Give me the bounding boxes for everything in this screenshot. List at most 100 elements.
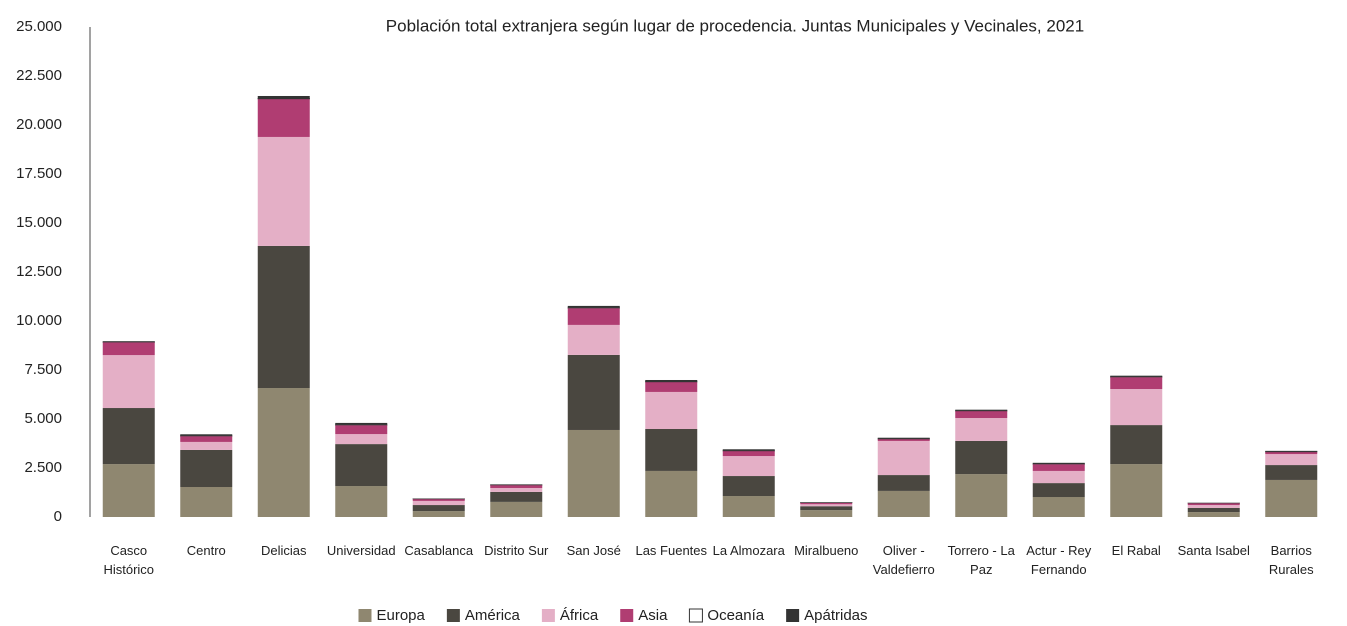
- x-tick-label: Casco Histórico: [103, 543, 155, 577]
- legend-swatch: [358, 609, 372, 622]
- y-tick-label: 5.000: [24, 410, 62, 427]
- bar-segment: [335, 434, 388, 445]
- bar-segment: [335, 444, 388, 487]
- bar-segment: [490, 491, 543, 502]
- bar-segment: [1032, 483, 1085, 498]
- bar-segment: [412, 498, 465, 501]
- bar-segment: [1265, 465, 1318, 480]
- x-tick-label: Miralbueno: [794, 543, 859, 558]
- bar-segment: [955, 474, 1008, 517]
- y-tick-label: 15.000: [16, 214, 62, 231]
- bar-segment: [257, 388, 310, 517]
- x-tick-label: Las Fuentes: [635, 543, 708, 558]
- bar-segment: [1110, 377, 1163, 390]
- legend-label: Apátridas: [804, 607, 867, 624]
- legend-item: Apátridas: [786, 607, 868, 624]
- x-tick-label: Centro: [186, 543, 226, 558]
- bar-segment: [180, 449, 233, 488]
- bar-segment: [567, 324, 620, 355]
- bar-segment: [180, 434, 233, 436]
- bar-segment: [645, 470, 698, 517]
- bar-segment: [1110, 389, 1163, 426]
- legend-swatch: [541, 609, 555, 622]
- bar-segment: [877, 437, 930, 439]
- bar-segment: [1265, 450, 1318, 452]
- bar-segment: [102, 342, 155, 356]
- y-tick-label: 22.500: [16, 67, 62, 84]
- bar-segment: [645, 379, 698, 382]
- bar-segment: [800, 506, 853, 511]
- legend-swatch: [446, 609, 460, 622]
- bar-segment: [1187, 512, 1240, 517]
- bar-segment: [1032, 464, 1085, 471]
- y-tick-label: 17.500: [16, 165, 62, 182]
- x-tick-label: La Almozara: [712, 543, 785, 558]
- bar-segment: [490, 487, 543, 492]
- legend-label: Asia: [638, 607, 668, 624]
- legend-item: Oceanía: [688, 607, 765, 624]
- bar-segment: [257, 136, 310, 246]
- bar-segment: [567, 354, 620, 430]
- x-tick-label: Oliver - Valdefierro: [872, 543, 935, 577]
- y-tick-label: 12.500: [16, 263, 62, 280]
- bar-segment: [102, 408, 155, 465]
- bar-segment: [412, 511, 465, 517]
- bar-segment: [877, 440, 930, 476]
- bar-segment: [955, 410, 1008, 419]
- bar-segment: [1265, 451, 1318, 455]
- bar-segment: [490, 484, 543, 485]
- bar-segment: [877, 490, 930, 517]
- bar-segment: [1110, 375, 1163, 377]
- bar-segment: [1032, 462, 1085, 464]
- bar-segment: [257, 98, 310, 137]
- bar-segment: [1110, 464, 1163, 517]
- legend-item: Asia: [620, 607, 668, 624]
- x-tick-label: Santa Isabel: [1177, 543, 1250, 558]
- x-tick-label: El Rabal: [1111, 543, 1161, 558]
- bar-segment: [722, 456, 775, 477]
- bar-segment: [800, 510, 853, 517]
- bar-segment: [102, 355, 155, 409]
- x-tick-label: Delicias: [260, 543, 307, 558]
- x-tick-label: San José: [566, 543, 621, 558]
- y-tick-label: 0: [54, 508, 62, 525]
- bar-segment: [1032, 470, 1085, 484]
- bar-segment: [1187, 507, 1240, 513]
- legend-item: Europa: [358, 607, 426, 624]
- x-tick-label: Barrios Rurales: [1268, 543, 1314, 577]
- bar-segment: [645, 428, 698, 471]
- bar-segment: [490, 501, 543, 517]
- bar-segment: [645, 391, 698, 429]
- bar-segment: [1187, 505, 1240, 508]
- bar-segment: [490, 485, 543, 488]
- bar-segment: [800, 502, 853, 505]
- bar-segment: [722, 476, 775, 497]
- bar-segment: [412, 500, 465, 506]
- x-tick-label: Universidad: [326, 543, 396, 558]
- bar-segment: [877, 475, 930, 491]
- bar-segment: [567, 305, 620, 308]
- bar-segment: [1187, 503, 1240, 506]
- x-tick-label: Torrero - La Paz: [947, 543, 1015, 577]
- legend-label: Europa: [376, 607, 425, 624]
- legend-swatch: [620, 609, 634, 622]
- legend-label: Oceanía: [707, 607, 764, 624]
- legend-swatch: [786, 609, 800, 622]
- x-tick-label: Distrito Sur: [484, 543, 549, 558]
- bar-segment: [180, 487, 233, 517]
- bar-segment: [567, 429, 620, 517]
- bar-segment: [1110, 425, 1163, 465]
- bar-segment: [722, 449, 775, 451]
- bar-segment: [335, 422, 388, 425]
- bar-segment: [955, 418, 1008, 441]
- y-tick-label: 25.000: [16, 18, 62, 35]
- legend-swatch: [688, 608, 703, 623]
- bar-segment: [955, 440, 1008, 475]
- legend-item: América: [446, 607, 521, 624]
- y-tick-label: 20.000: [16, 116, 62, 133]
- legend-label: África: [560, 607, 599, 624]
- bar-segment: [335, 486, 388, 517]
- y-tick-label: 10.000: [16, 312, 62, 329]
